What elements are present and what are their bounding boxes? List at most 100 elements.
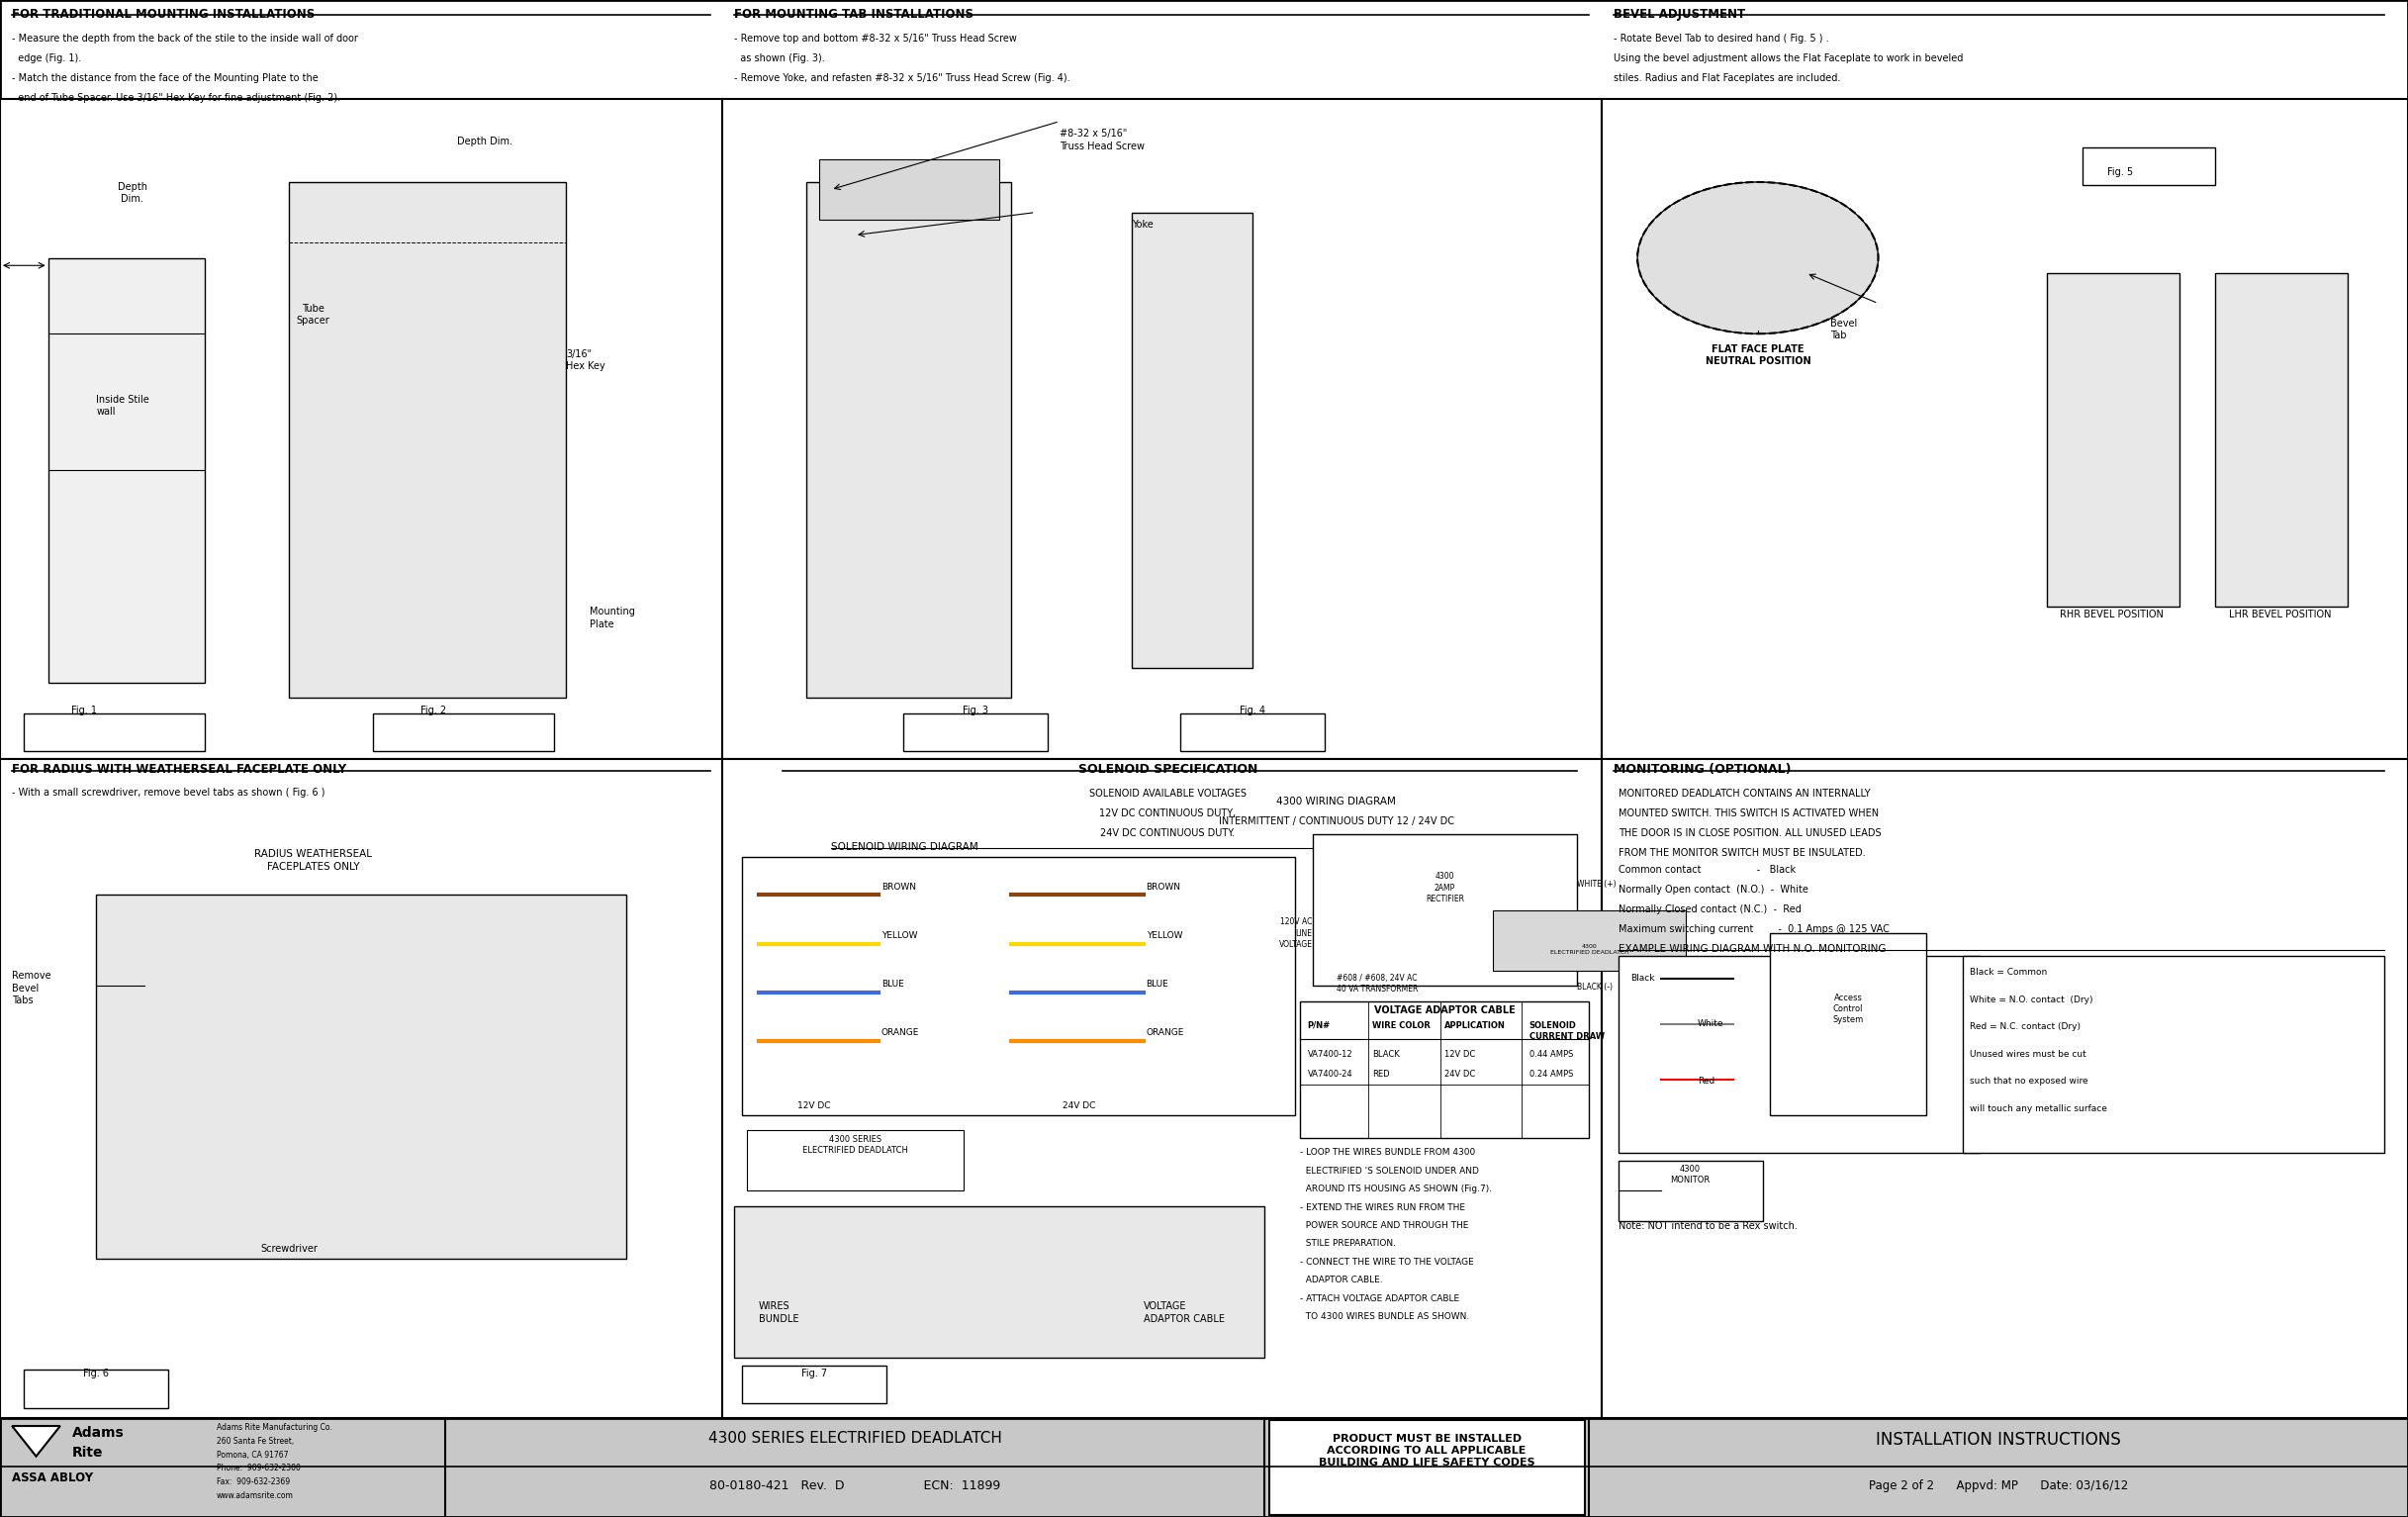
Text: - Rotate Bevel Tab to desired hand ( Fig. 5 ) .: - Rotate Bevel Tab to desired hand ( Fig… (1613, 33, 1828, 44)
Text: Normally Closed contact (N.C.)  -  Red: Normally Closed contact (N.C.) - Red (1618, 904, 1801, 915)
Bar (819, 159, 999, 220)
Text: SOLENOID AVAILABLE VOLTAGES: SOLENOID AVAILABLE VOLTAGES (1088, 789, 1247, 799)
Text: Depth
Dim.: Depth Dim. (118, 182, 147, 205)
Text: - Remove top and bottom #8-32 x 5/16" Truss Head Screw: - Remove top and bottom #8-32 x 5/16" Tr… (734, 33, 1016, 44)
Text: Remove
Bevel
Tabs: Remove Bevel Tabs (12, 971, 51, 1006)
Text: Adams: Adams (72, 1426, 125, 1440)
Text: BROWN: BROWN (1146, 883, 1180, 892)
Bar (289, 182, 566, 698)
Bar (1180, 713, 1324, 751)
Text: YELLOW: YELLOW (1146, 931, 1182, 941)
Bar (1132, 212, 1252, 667)
Bar (0, 1418, 2408, 1517)
Text: Fig. 3: Fig. 3 (963, 705, 987, 716)
Bar (1601, 758, 2408, 1418)
Bar (1300, 1001, 1589, 1138)
Bar (807, 182, 1011, 698)
Bar (742, 1365, 886, 1403)
Text: 4300
2AMP
RECTIFIER: 4300 2AMP RECTIFIER (1426, 872, 1464, 903)
Text: 80-0180-421   Rev.  D                    ECN:  11899: 80-0180-421 Rev. D ECN: 11899 (710, 1479, 999, 1491)
Text: WIRE COLOR: WIRE COLOR (1373, 1021, 1430, 1030)
Text: Depth Dim.: Depth Dim. (458, 137, 513, 147)
Text: Screwdriver: Screwdriver (260, 1244, 318, 1255)
Text: FLAT FACE PLATE
NEUTRAL POSITION: FLAT FACE PLATE NEUTRAL POSITION (1705, 344, 1811, 367)
Text: 4300 SERIES
ELECTRIFIED DEADLATCH: 4300 SERIES ELECTRIFIED DEADLATCH (802, 1135, 908, 1154)
Text: - CONNECT THE WIRE TO THE VOLTAGE: - CONNECT THE WIRE TO THE VOLTAGE (1300, 1258, 1474, 1267)
Text: end of Tube Spacer. Use 3/16" Hex Key for fine adjustment (Fig. 2).: end of Tube Spacer. Use 3/16" Hex Key fo… (12, 93, 340, 103)
Text: Phone:  909-632-2300: Phone: 909-632-2300 (217, 1464, 301, 1473)
Text: FROM THE MONITOR SWITCH MUST BE INSULATED.: FROM THE MONITOR SWITCH MUST BE INSULATE… (1618, 848, 1866, 859)
Text: FOR TRADITIONAL MOUNTING INSTALLATIONS: FOR TRADITIONAL MOUNTING INSTALLATIONS (12, 8, 315, 20)
Bar (2083, 147, 2215, 185)
Text: Note: NOT intend to be a Rex switch.: Note: NOT intend to be a Rex switch. (1618, 1221, 1796, 1232)
Text: FOR MOUNTING TAB INSTALLATIONS: FOR MOUNTING TAB INSTALLATIONS (734, 8, 973, 20)
Text: Fig. 2: Fig. 2 (421, 705, 445, 716)
Text: Normally Open contact  (N.O.)  -  White: Normally Open contact (N.O.) - White (1618, 884, 1808, 895)
Text: #608 / #608, 24V AC
40 VA TRANSFORMER: #608 / #608, 24V AC 40 VA TRANSFORMER (1336, 974, 1418, 994)
Bar (722, 758, 1601, 1418)
Bar (2047, 273, 2179, 607)
Text: Black = Common: Black = Common (1970, 968, 2047, 977)
Bar (2215, 273, 2348, 607)
Bar (1770, 933, 1926, 1115)
Text: EXAMPLE WIRING DIAGRAM WITH N.O. MONITORING: EXAMPLE WIRING DIAGRAM WITH N.O. MONITOR… (1618, 944, 1885, 954)
Text: RED: RED (1373, 1069, 1389, 1079)
Text: Tube
Spacer: Tube Spacer (296, 303, 330, 326)
Text: RHR BEVEL POSITION: RHR BEVEL POSITION (2059, 610, 2165, 620)
Text: STILE PREPARATION.: STILE PREPARATION. (1300, 1239, 1397, 1248)
Text: 4300 WIRING DIAGRAM: 4300 WIRING DIAGRAM (1276, 796, 1397, 807)
Text: ASSA ABLOY: ASSA ABLOY (12, 1471, 94, 1484)
Text: ADAPTOR CABLE.: ADAPTOR CABLE. (1300, 1276, 1382, 1285)
Bar (0, 99, 722, 758)
Polygon shape (12, 1426, 60, 1456)
Text: MOUNTED SWITCH. THIS SWITCH IS ACTIVATED WHEN: MOUNTED SWITCH. THIS SWITCH IS ACTIVATED… (1618, 809, 1878, 819)
Text: www.adamsrite.com: www.adamsrite.com (217, 1491, 294, 1500)
Text: edge (Fig. 1).: edge (Fig. 1). (12, 53, 82, 64)
Text: Mounting
Plate: Mounting Plate (590, 607, 636, 630)
Bar (96, 895, 626, 1259)
Bar (24, 713, 205, 751)
Bar (734, 1206, 1264, 1358)
Bar (24, 1370, 169, 1408)
Text: 4300
ELECTRIFIED DEADLATCH: 4300 ELECTRIFIED DEADLATCH (1551, 944, 1628, 954)
Text: Yoke: Yoke (1132, 220, 1153, 231)
Text: Red: Red (1698, 1077, 1714, 1086)
Bar (1618, 956, 1979, 1153)
Text: MONITORING (OPTIONAL): MONITORING (OPTIONAL) (1613, 763, 1792, 775)
Text: 0.24 AMPS: 0.24 AMPS (1529, 1069, 1572, 1079)
Text: Bevel
Tab: Bevel Tab (1830, 319, 1857, 341)
Text: Access
Control
System: Access Control System (1832, 994, 1864, 1024)
Text: VOLTAGE ADAPTOR CABLE: VOLTAGE ADAPTOR CABLE (1375, 1006, 1515, 1016)
Text: P/N#: P/N# (1308, 1021, 1332, 1030)
Text: #8-32 x 5/16"
Truss Head Screw: #8-32 x 5/16" Truss Head Screw (1060, 129, 1144, 152)
Text: as shown (Fig. 3).: as shown (Fig. 3). (734, 53, 826, 64)
Bar (1601, 99, 2408, 758)
Text: 120V AC
LINE
VOLTAGE: 120V AC LINE VOLTAGE (1279, 918, 1312, 948)
Text: 24V DC: 24V DC (1062, 1101, 1096, 1110)
Text: SOLENOID SPECIFICATION: SOLENOID SPECIFICATION (1079, 763, 1257, 775)
Text: - Measure the depth from the back of the stile to the inside wall of door: - Measure the depth from the back of the… (12, 33, 359, 44)
Text: MONITORED DEADLATCH CONTAINS AN INTERNALLY: MONITORED DEADLATCH CONTAINS AN INTERNAL… (1618, 789, 1871, 799)
Circle shape (1637, 182, 1878, 334)
Text: VA7400-24: VA7400-24 (1308, 1069, 1353, 1079)
Text: YELLOW: YELLOW (881, 931, 917, 941)
Text: Fig. 7: Fig. 7 (802, 1368, 826, 1379)
Bar (373, 713, 554, 751)
Text: 0.44 AMPS: 0.44 AMPS (1529, 1050, 1572, 1059)
Text: THE DOOR IS IN CLOSE POSITION. ALL UNUSED LEADS: THE DOOR IS IN CLOSE POSITION. ALL UNUSE… (1618, 828, 1881, 839)
Text: SOLENOID
CURRENT DRAW: SOLENOID CURRENT DRAW (1529, 1021, 1604, 1041)
Text: 260 Santa Fe Street,: 260 Santa Fe Street, (217, 1437, 294, 1446)
Text: - Match the distance from the face of the Mounting Plate to the: - Match the distance from the face of th… (12, 73, 318, 83)
Text: 4300
MONITOR: 4300 MONITOR (1671, 1165, 1710, 1185)
Text: SOLENOID WIRING DIAGRAM: SOLENOID WIRING DIAGRAM (831, 842, 978, 853)
Text: - ATTACH VOLTAGE ADAPTOR CABLE: - ATTACH VOLTAGE ADAPTOR CABLE (1300, 1294, 1459, 1303)
Text: APPLICATION: APPLICATION (1445, 1021, 1505, 1030)
Text: INTERMITTENT / CONTINUOUS DUTY 12 / 24V DC: INTERMITTENT / CONTINUOUS DUTY 12 / 24V … (1218, 816, 1454, 827)
Text: Fig. 5: Fig. 5 (2107, 167, 2133, 177)
Text: 24V DC CONTINUOUS DUTY.: 24V DC CONTINUOUS DUTY. (1100, 828, 1235, 839)
Text: ORANGE: ORANGE (1146, 1029, 1185, 1038)
Text: LHR BEVEL POSITION: LHR BEVEL POSITION (2230, 610, 2331, 620)
Bar (742, 857, 1296, 1115)
Text: 4300 SERIES ELECTRIFIED DEADLATCH: 4300 SERIES ELECTRIFIED DEADLATCH (708, 1431, 1002, 1446)
Bar (746, 1130, 963, 1191)
